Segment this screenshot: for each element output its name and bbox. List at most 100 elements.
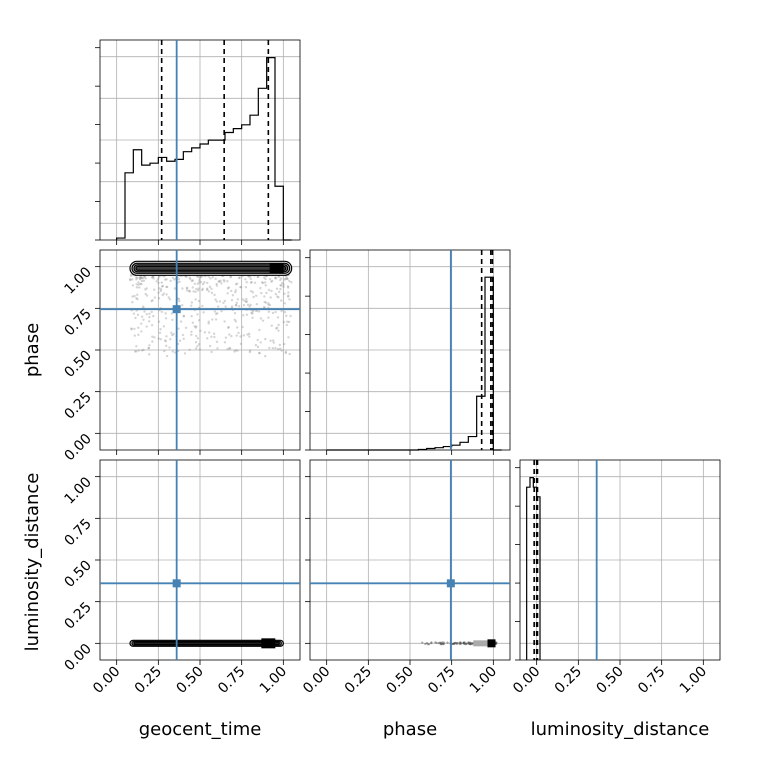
sample-point-phase_vs_geocent_time	[191, 279, 195, 282]
sample-point-luminosity_distance_vs_phase	[464, 643, 467, 646]
sample-point-phase_vs_geocent_time	[173, 278, 176, 281]
sample-point-phase_vs_geocent_time	[155, 280, 158, 283]
sample-point-phase_vs_geocent_time	[207, 275, 210, 278]
sample-point-phase_vs_geocent_time	[270, 324, 273, 328]
sample-point-phase_vs_geocent_time	[249, 277, 252, 281]
sample-point-phase_vs_geocent_time	[137, 283, 140, 286]
x-tick-label-luminosity_distance: 0.50	[593, 664, 626, 697]
sample-point-phase_vs_geocent_time	[161, 284, 165, 288]
sample-point-luminosity_distance_vs_phase	[459, 641, 462, 644]
sample-point-phase_vs_geocent_time	[257, 275, 260, 278]
sample-point-phase_vs_geocent_time	[282, 320, 286, 324]
sample-point-phase_vs_geocent_time	[142, 305, 145, 308]
sample-point-phase_vs_geocent_time	[285, 323, 288, 327]
sample-point-phase_vs_geocent_time	[233, 318, 236, 321]
sample-point-phase_vs_geocent_time	[140, 315, 144, 318]
sample-point-phase_vs_geocent_time	[192, 290, 195, 293]
sample-point-phase_vs_geocent_time	[178, 300, 181, 303]
sample-point-phase_vs_geocent_time	[165, 278, 168, 281]
sample-point-phase_vs_geocent_time	[267, 310, 271, 313]
sample-point-phase_vs_geocent_time	[283, 310, 287, 314]
x-tick-label-luminosity_distance: 0.25	[552, 664, 585, 697]
sample-point-phase_vs_geocent_time	[253, 281, 257, 285]
x-tick-label-luminosity_distance: 1.00	[677, 664, 710, 697]
sample-point-phase_vs_geocent_time	[172, 332, 175, 336]
sample-point-phase_vs_geocent_time	[264, 284, 267, 287]
sample-point-phase_vs_geocent_time	[251, 316, 254, 320]
sample-point-phase_vs_geocent_time	[195, 334, 198, 338]
sample-point-phase_vs_geocent_time	[287, 336, 290, 339]
sample-point-phase_vs_geocent_time	[135, 283, 138, 286]
sample-point-phase_vs_geocent_time	[261, 281, 265, 285]
sample-point-phase_vs_geocent_time	[129, 274, 133, 278]
contour-level-luminosity_distance_vs_geocent_time	[133, 641, 280, 646]
sample-point-phase_vs_geocent_time	[153, 336, 156, 339]
sample-point-phase_vs_geocent_time	[201, 304, 204, 308]
sample-point-luminosity_distance_vs_phase	[437, 642, 440, 645]
sample-point-phase_vs_geocent_time	[214, 312, 218, 316]
sample-point-phase_vs_geocent_time	[246, 303, 250, 307]
sample-point-phase_vs_geocent_time	[210, 287, 213, 291]
sample-point-phase_vs_geocent_time	[242, 334, 245, 337]
sample-point-phase_vs_geocent_time	[197, 281, 201, 284]
sample-point-phase_vs_geocent_time	[208, 344, 212, 348]
x-tick-label-geocent_time: 1.00	[257, 664, 290, 697]
sample-point-phase_vs_geocent_time	[150, 310, 153, 314]
sample-point-phase_vs_geocent_time	[215, 284, 219, 287]
sample-point-phase_vs_geocent_time	[133, 334, 136, 337]
sample-point-phase_vs_geocent_time	[234, 289, 238, 292]
sample-point-phase_vs_geocent_time	[246, 333, 249, 336]
sample-point-phase_vs_geocent_time	[207, 290, 210, 293]
sample-point-phase_vs_geocent_time	[244, 300, 248, 303]
sample-point-phase_vs_geocent_time	[247, 332, 251, 336]
sample-point-phase_vs_geocent_time	[128, 278, 132, 281]
sample-point-phase_vs_geocent_time	[215, 282, 218, 286]
sample-point-phase_vs_geocent_time	[206, 281, 209, 284]
sample-point-phase_vs_geocent_time	[277, 296, 280, 299]
sample-point-phase_vs_geocent_time	[215, 300, 218, 303]
sample-point-phase_vs_geocent_time	[177, 297, 181, 301]
sample-point-phase_vs_geocent_time	[280, 299, 283, 302]
sample-point-phase_vs_geocent_time	[226, 347, 229, 351]
sample-point-phase_vs_geocent_time	[159, 288, 163, 291]
sample-point-phase_vs_geocent_time	[193, 282, 196, 285]
sample-point-phase_vs_geocent_time	[148, 312, 151, 315]
sample-point-phase_vs_geocent_time	[258, 351, 261, 355]
panel-phase-vs-geocent-time: 0.00 0.25 0.50 0.75 1.00	[61, 249, 301, 464]
sample-point-phase_vs_geocent_time	[275, 287, 279, 290]
sample-point-phase_vs_geocent_time	[163, 349, 166, 353]
sample-point-phase_vs_geocent_time	[220, 282, 223, 285]
density-peak-phase_vs_geocent_time	[269, 263, 284, 274]
sample-point-phase_vs_geocent_time	[282, 342, 286, 346]
sample-point-phase_vs_geocent_time	[190, 279, 194, 283]
truth-point-phase_vs_geocent_time	[172, 305, 181, 314]
panel-luminosity-distance-histogram: 0.00 0.25 0.50 0.75 1.00	[510, 459, 721, 697]
sample-point-phase_vs_geocent_time	[274, 292, 278, 296]
sample-point-phase_vs_geocent_time	[138, 286, 141, 289]
sample-point-phase_vs_geocent_time	[168, 298, 172, 301]
sample-point-phase_vs_geocent_time	[145, 294, 149, 297]
sample-point-phase_vs_geocent_time	[236, 349, 239, 352]
sample-point-phase_vs_geocent_time	[265, 291, 268, 295]
sample-point-phase_vs_geocent_time	[245, 297, 248, 301]
sample-point-phase_vs_geocent_time	[182, 337, 185, 340]
sample-point-phase_vs_geocent_time	[185, 286, 189, 290]
sample-point-phase_vs_geocent_time	[181, 304, 184, 307]
sample-point-phase_vs_geocent_time	[228, 347, 232, 350]
sample-point-phase_vs_geocent_time	[216, 347, 219, 350]
sample-point-phase_vs_geocent_time	[157, 320, 161, 323]
sample-point-phase_vs_geocent_time	[228, 347, 231, 350]
sample-point-phase_vs_geocent_time	[239, 285, 242, 289]
sample-point-phase_vs_geocent_time	[280, 349, 283, 352]
sample-point-phase_vs_geocent_time	[286, 285, 290, 288]
sample-point-phase_vs_geocent_time	[274, 276, 277, 279]
sample-point-phase_vs_geocent_time	[144, 277, 147, 280]
sample-point-phase_vs_geocent_time	[157, 337, 160, 340]
sample-point-phase_vs_geocent_time	[276, 347, 280, 351]
sample-point-phase_vs_geocent_time	[228, 333, 231, 336]
sample-point-phase_vs_geocent_time	[171, 333, 174, 337]
sample-point-phase_vs_geocent_time	[277, 323, 280, 327]
sample-point-phase_vs_geocent_time	[188, 290, 191, 293]
sample-point-phase_vs_geocent_time	[197, 319, 201, 322]
sample-point-phase_vs_geocent_time	[178, 280, 181, 284]
